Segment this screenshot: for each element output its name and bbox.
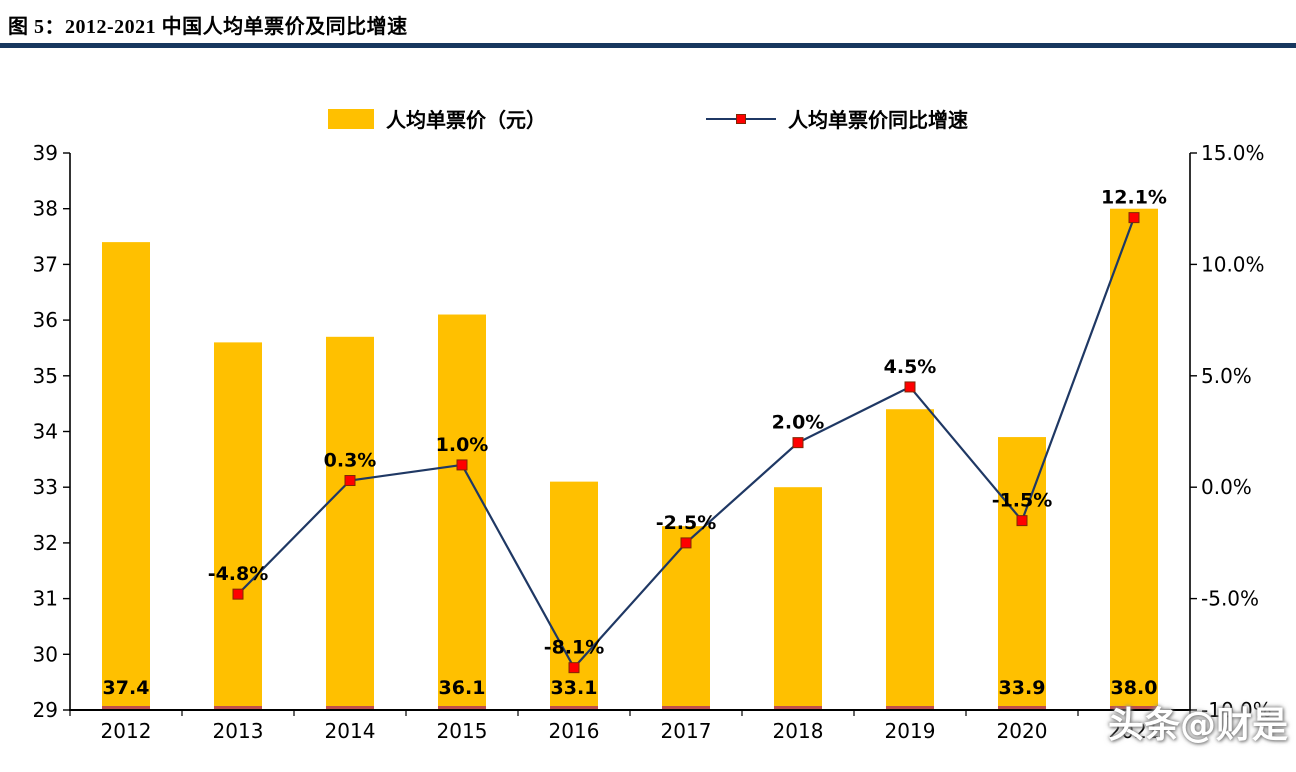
watermark: 头条@财是 bbox=[1107, 705, 1288, 746]
legend-item-line: 人均单票价同比增速 bbox=[706, 104, 968, 133]
bar-label-2020: 33.9 bbox=[999, 677, 1046, 699]
right-axis-tick-label: -5.0% bbox=[1201, 587, 1259, 611]
bar-2021 bbox=[1110, 208, 1158, 710]
bar-swatch-icon bbox=[328, 108, 374, 129]
growth-label-2016: -8.1% bbox=[544, 637, 605, 659]
bar-base-2015 bbox=[438, 706, 486, 710]
bar-2016 bbox=[550, 481, 598, 710]
left-axis-tick-label: 32 bbox=[33, 531, 58, 555]
bar-base-2019 bbox=[886, 706, 934, 710]
left-axis-tick-label: 34 bbox=[33, 420, 58, 444]
growth-marker-2017 bbox=[680, 537, 692, 549]
bar-2015 bbox=[438, 314, 486, 710]
left-axis-tick-label: 39 bbox=[33, 141, 58, 165]
growth-marker-2019 bbox=[904, 381, 916, 393]
growth-marker-2013 bbox=[232, 588, 244, 600]
growth-label-2013: -4.8% bbox=[208, 563, 269, 585]
bar-base-2018 bbox=[774, 706, 822, 710]
bar-base-2016 bbox=[550, 706, 598, 710]
growth-marker-2021 bbox=[1128, 212, 1140, 224]
left-axis-tick-label: 31 bbox=[33, 587, 58, 611]
growth-marker-2016 bbox=[568, 662, 580, 674]
bar-base-2020 bbox=[998, 706, 1046, 710]
x-axis-tick-label: 2016 bbox=[549, 719, 600, 743]
growth-marker-2018 bbox=[792, 437, 804, 449]
bar-2013 bbox=[214, 342, 262, 710]
x-axis-tick-label: 2020 bbox=[997, 719, 1048, 743]
bar-label-2016: 33.1 bbox=[551, 677, 598, 699]
bar-2017 bbox=[662, 526, 710, 710]
bar-label-2015: 36.1 bbox=[439, 677, 486, 699]
bar-2012 bbox=[102, 242, 150, 710]
bar-base-2021 bbox=[1110, 706, 1158, 710]
right-axis-tick-label: 10.0% bbox=[1201, 252, 1265, 276]
x-axis-tick-label: 2015 bbox=[437, 719, 488, 743]
bar-2018 bbox=[774, 487, 822, 710]
growth-label-2018: 2.0% bbox=[772, 412, 825, 434]
bar-label-2021: 38.0 bbox=[1111, 677, 1158, 699]
title-underline bbox=[0, 43, 1296, 48]
x-axis-tick-label: 2014 bbox=[325, 719, 376, 743]
right-axis-tick-label: 15.0% bbox=[1201, 141, 1265, 165]
bar-2014 bbox=[326, 336, 374, 710]
chart-legend: 人均单票价（元） 人均单票价同比增速 bbox=[0, 104, 1296, 133]
growth-label-2015: 1.0% bbox=[436, 434, 489, 456]
bar-base-2012 bbox=[102, 706, 150, 710]
line-marker-icon bbox=[736, 113, 746, 124]
growth-marker-2020 bbox=[1016, 515, 1028, 527]
left-axis-tick-label: 29 bbox=[33, 698, 58, 722]
growth-marker-2015 bbox=[456, 459, 468, 471]
line-swatch-icon bbox=[706, 113, 776, 124]
left-axis-tick-label: 35 bbox=[33, 364, 58, 388]
right-axis-tick-label: 0.0% bbox=[1201, 475, 1252, 499]
growth-label-2014: 0.3% bbox=[324, 450, 377, 472]
growth-marker-2014 bbox=[344, 475, 356, 487]
growth-label-2020: -1.5% bbox=[992, 490, 1053, 512]
x-axis-tick-label: 2018 bbox=[773, 719, 824, 743]
right-axis-tick-label: 5.0% bbox=[1201, 364, 1252, 388]
bar-2019 bbox=[886, 409, 934, 710]
legend-bar-label: 人均单票价（元） bbox=[386, 108, 546, 132]
left-axis-tick-label: 33 bbox=[33, 475, 58, 499]
bar-label-2012: 37.4 bbox=[103, 677, 150, 699]
growth-label-2021: 12.1% bbox=[1101, 187, 1167, 209]
legend-line-label: 人均单票价同比增速 bbox=[788, 108, 968, 132]
x-axis-tick-label: 2012 bbox=[101, 719, 152, 743]
growth-label-2019: 4.5% bbox=[884, 356, 937, 378]
left-axis-tick-label: 30 bbox=[33, 642, 58, 666]
left-axis-tick-label: 37 bbox=[33, 252, 58, 276]
bar-base-2013 bbox=[214, 706, 262, 710]
bar-base-2014 bbox=[326, 706, 374, 710]
left-axis-tick-label: 38 bbox=[33, 197, 58, 221]
x-axis-tick-label: 2013 bbox=[213, 719, 264, 743]
growth-label-2017: -2.5% bbox=[656, 512, 717, 534]
x-axis-tick-label: 2017 bbox=[661, 719, 712, 743]
left-axis-tick-label: 36 bbox=[33, 308, 58, 332]
bar-base-2017 bbox=[662, 706, 710, 710]
right-axis-tick-label: -10.0% bbox=[1201, 698, 1272, 722]
figure-header: 图 5：2012-2021 中国人均单票价及同比增速 bbox=[0, 0, 1296, 43]
bar-2020 bbox=[998, 437, 1046, 710]
x-axis-tick-label: 2021 bbox=[1109, 719, 1160, 743]
x-axis-tick-label: 2019 bbox=[885, 719, 936, 743]
figure-title: 图 5：2012-2021 中国人均单票价及同比增速 bbox=[8, 16, 408, 38]
legend-item-bar: 人均单票价（元） bbox=[328, 104, 546, 133]
